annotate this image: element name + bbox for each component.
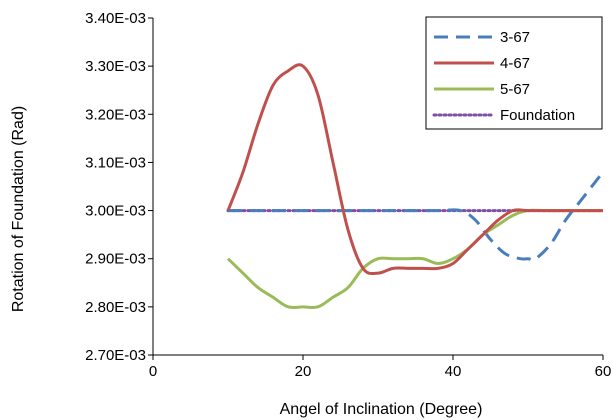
series-layer <box>226 63 605 310</box>
series-line-3-67 <box>228 171 605 262</box>
series-line-5-67 <box>226 208 603 310</box>
y-tick-label: 2.80E-03 <box>85 299 146 316</box>
y-tick-label: 2.70E-03 <box>85 347 146 364</box>
y-tick-label: 3.00E-03 <box>85 203 146 220</box>
y-tick-label: 3.10E-03 <box>85 154 146 171</box>
y-tick-label: 3.40E-03 <box>85 10 146 27</box>
y-axis-title: Rotation of Foundation (Rad) <box>10 106 27 312</box>
x-tick-labels: 0 20 40 60 <box>149 363 612 380</box>
y-tick-label: 3.20E-03 <box>85 106 146 123</box>
legend-label: Foundation <box>500 107 575 124</box>
y-tick-labels: 2.70E-03 2.80E-03 2.90E-03 3.00E-03 3.10E-03… <box>85 10 146 364</box>
legend-label: 3-67 <box>500 29 530 46</box>
x-axis-title: Angel of Inclination (Degree) <box>280 401 483 418</box>
legend-box <box>425 16 603 130</box>
legend: 3-67 4-67 5-67 Foundation <box>425 16 603 130</box>
x-tick-label: 60 <box>595 363 612 380</box>
y-tick-label: 3.30E-03 <box>85 58 146 75</box>
y-tick-label: 2.90E-03 <box>85 251 146 268</box>
axes <box>148 17 604 360</box>
legend-label: 4-67 <box>500 55 530 72</box>
x-tick-label: 40 <box>445 363 462 380</box>
x-tick-label: 0 <box>149 363 157 380</box>
x-tick-label: 20 <box>295 363 312 380</box>
legend-label: 5-67 <box>500 81 530 98</box>
series-line-4-67 <box>226 63 603 276</box>
